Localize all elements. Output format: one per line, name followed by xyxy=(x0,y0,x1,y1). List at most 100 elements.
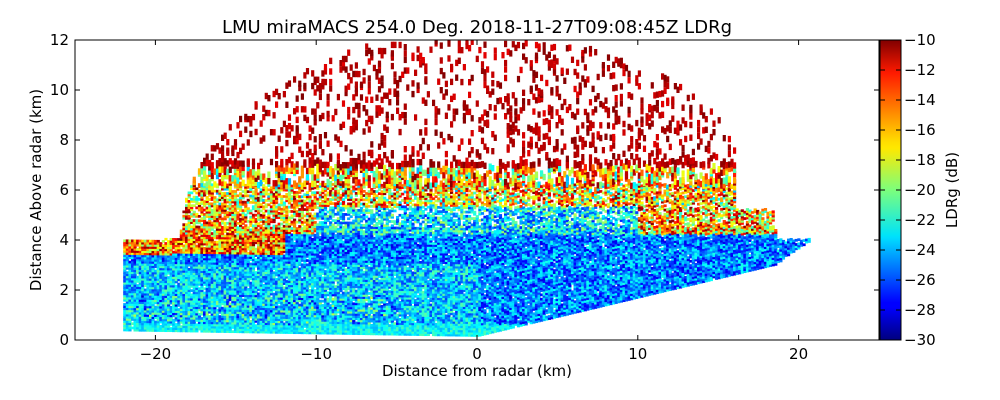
radar-cell xyxy=(218,215,222,219)
radar-cell xyxy=(208,185,212,189)
radar-cell xyxy=(221,179,225,186)
radar-cell xyxy=(187,282,191,286)
radar-cell xyxy=(236,122,240,129)
radar-cell xyxy=(141,269,145,273)
radar-cell xyxy=(187,263,191,267)
radar-cell xyxy=(236,315,240,319)
radar-cell xyxy=(233,222,238,225)
radar-cell xyxy=(159,250,163,254)
radar-cell xyxy=(231,213,235,217)
radar-cell xyxy=(197,242,202,246)
radar-cell xyxy=(167,288,171,292)
radar-cell xyxy=(228,313,232,317)
radar-cell xyxy=(205,198,209,201)
radar-cell xyxy=(141,297,145,300)
radar-cell xyxy=(138,256,142,260)
radar-cell xyxy=(172,297,176,301)
radar-cell xyxy=(231,192,235,195)
radar-cell xyxy=(138,246,142,249)
radar-cell xyxy=(141,243,145,247)
radar-cell xyxy=(179,291,183,295)
radar-cell xyxy=(187,323,191,327)
radar-cell xyxy=(182,263,186,267)
radar-cell xyxy=(167,261,171,265)
radar-cell xyxy=(149,299,153,303)
radar-cell xyxy=(213,251,217,255)
radar-cell xyxy=(195,249,199,252)
radar-cell xyxy=(190,257,194,261)
radar-cell xyxy=(138,322,142,326)
radar-cell xyxy=(138,239,142,243)
radar-cell xyxy=(200,247,204,250)
radar-cell xyxy=(236,307,240,310)
radar-cell xyxy=(179,287,183,290)
radar-cell xyxy=(321,112,325,120)
radar-cell xyxy=(221,251,225,255)
radar-cell xyxy=(318,93,322,101)
radar-cell xyxy=(164,254,168,258)
radar-cell xyxy=(187,316,191,320)
radar-cell xyxy=(185,236,189,239)
radar-cell xyxy=(215,287,220,291)
radar-cell xyxy=(156,307,160,311)
radar-cell xyxy=(133,271,137,275)
radar-cell xyxy=(161,269,165,273)
radar-cell xyxy=(172,308,176,311)
radar-cell xyxy=(226,277,230,280)
radar-cell xyxy=(200,325,204,329)
radar-cell xyxy=(149,244,153,247)
radar-cell xyxy=(169,327,173,330)
radar-cell xyxy=(203,319,207,322)
radar-cell xyxy=(203,204,207,208)
radar-cell xyxy=(141,239,145,243)
radar-cell xyxy=(179,293,183,297)
radar-cell xyxy=(221,155,225,163)
radar-cell xyxy=(136,250,140,253)
radar-cell xyxy=(205,285,209,289)
radar-cell xyxy=(205,325,209,329)
radar-cell xyxy=(290,152,294,160)
radar-cell xyxy=(218,236,222,240)
radar-cell xyxy=(226,226,230,229)
radar-cell xyxy=(161,310,165,313)
radar-cell xyxy=(190,187,194,191)
radar-cell xyxy=(228,294,232,297)
radar-cell xyxy=(226,247,230,251)
radar-cell xyxy=(200,291,204,295)
radar-cell xyxy=(221,202,225,206)
radar-cell xyxy=(228,268,232,272)
radar-cell xyxy=(197,319,202,322)
radar-cell xyxy=(208,221,212,225)
radar-cell xyxy=(146,246,150,249)
radar-cell xyxy=(161,327,165,330)
radar-cell xyxy=(223,325,227,329)
radar-cell xyxy=(215,327,220,331)
radar-cell xyxy=(156,312,160,315)
radar-cell xyxy=(226,262,230,265)
radar-cell xyxy=(179,257,183,261)
radar-cell xyxy=(305,142,310,149)
radar-cell xyxy=(159,312,163,315)
radar-cell xyxy=(223,260,227,263)
radar-cell xyxy=(179,261,183,265)
radar-cell xyxy=(187,219,191,222)
radar-cell xyxy=(159,324,163,328)
radar-cell xyxy=(203,247,207,250)
radar-cell xyxy=(215,291,220,295)
radar-cell xyxy=(200,297,204,301)
radar-cell xyxy=(182,265,186,269)
radar-cell xyxy=(218,317,222,321)
radar-cell xyxy=(228,281,232,285)
radar-cell xyxy=(223,211,227,214)
radar-cell xyxy=(151,278,155,281)
radar-cell xyxy=(228,323,232,327)
radar-cell xyxy=(215,298,220,301)
radar-cell xyxy=(215,315,220,318)
radar-cell xyxy=(123,292,127,296)
radar-cell xyxy=(233,326,238,329)
radar-cell xyxy=(228,224,232,227)
radar-cell xyxy=(185,302,189,305)
radar-cell xyxy=(208,308,212,312)
radar-cell xyxy=(143,314,147,317)
